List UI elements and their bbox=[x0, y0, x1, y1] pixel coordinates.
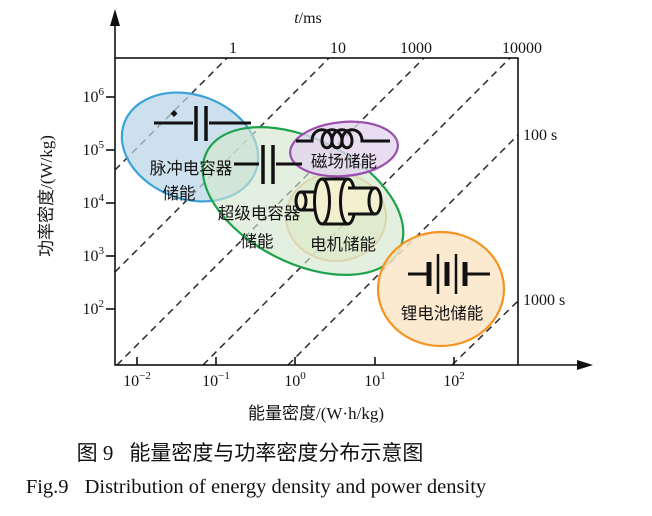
right-time-label-100s: 100 s bbox=[523, 127, 557, 144]
figure-title-zh: 能量密度与功率密度分布示意图 bbox=[129, 441, 424, 465]
top-axis-label: t/ms bbox=[294, 10, 322, 27]
caption-zh: 图 9 能量密度与功率密度分布示意图 bbox=[0, 437, 500, 467]
top-tick-label: 1000 bbox=[400, 40, 432, 57]
capacitor-icon bbox=[154, 106, 251, 141]
supercapacitor-icon bbox=[234, 145, 302, 184]
y-tick-label: 103 bbox=[83, 245, 105, 265]
right-time-label-1000s: 1000 s bbox=[523, 292, 565, 309]
dot-marker-icon bbox=[170, 110, 178, 117]
y-tick-label: 106 bbox=[83, 86, 105, 106]
y-tick-label: 102 bbox=[83, 298, 105, 318]
x-tick-label: 102 bbox=[443, 370, 465, 390]
x-tick-label: 10−2 bbox=[123, 370, 151, 390]
region-magnetic-field bbox=[289, 120, 399, 178]
region-label-pulse-capacitor: 脉冲电容器 bbox=[150, 159, 233, 178]
plot-border bbox=[114, 57, 519, 366]
x-tick-marks bbox=[136, 357, 455, 365]
iso-time-line bbox=[451, 300, 519, 366]
top-tick-label: 10000 bbox=[502, 40, 542, 57]
y-tick-label: 104 bbox=[83, 192, 105, 212]
axes-frame bbox=[114, 24, 582, 366]
iso-time-line bbox=[114, 57, 330, 273]
inductor-icon bbox=[296, 128, 390, 150]
y-axis-arrow-icon bbox=[110, 9, 120, 26]
motor-icon bbox=[294, 177, 383, 226]
region-label-magnetic-field: 磁场储能 bbox=[311, 152, 377, 171]
y-tick-label: 105 bbox=[83, 139, 105, 159]
x-tick-label: 101 bbox=[364, 370, 386, 390]
region-label-motor: 电机储能 bbox=[310, 235, 376, 254]
top-tick-label: 1 bbox=[229, 40, 237, 57]
region-label-supercapacitor-2: 储能 bbox=[241, 232, 274, 251]
caption-en: Fig.9 Distribution of energy density and … bbox=[0, 476, 512, 499]
y-axis-label: 功率密度/(W/kg) bbox=[37, 135, 56, 257]
x-axis-arrow-icon bbox=[577, 360, 593, 370]
figure-title-en: Distribution of energy density and power… bbox=[84, 476, 487, 498]
y-tick-marks bbox=[106, 96, 115, 310]
region-label-pulse-capacitor-2: 储能 bbox=[163, 184, 196, 203]
region-label-lithium-battery: 锂电池储能 bbox=[401, 304, 484, 323]
ragone-chart: 106 105 104 103 102 10−2 10−1 100 101 10… bbox=[37, 9, 593, 423]
figure-number-zh: 图 9 bbox=[76, 441, 114, 465]
region-lithium-battery bbox=[376, 230, 506, 348]
x-tick-label: 10−1 bbox=[202, 370, 230, 390]
x-tick-label: 100 bbox=[284, 370, 306, 390]
region-label-supercapacitor: 超级电容器 bbox=[218, 204, 301, 223]
x-axis-label: 能量密度/(W·h/kg) bbox=[248, 404, 384, 423]
top-tick-label: 10 bbox=[330, 40, 346, 57]
battery-icon bbox=[408, 254, 490, 294]
figure-number-en: Fig.9 bbox=[25, 476, 69, 498]
